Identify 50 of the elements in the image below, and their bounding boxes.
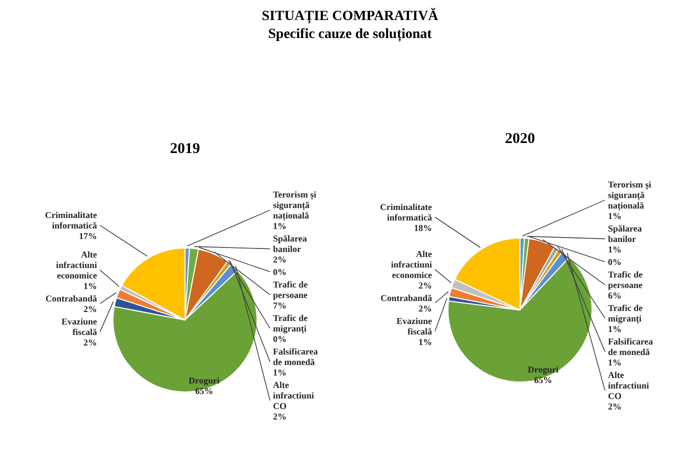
data-label: 1% [608,324,622,334]
data-label: 2% [418,280,432,290]
slice-label: Contrabandă [380,292,432,303]
text: 0% [608,256,622,267]
data-label: 1% [84,280,97,291]
text: 2019 [170,141,200,157]
text: SITUAȚIE COMPARATIVĂ [262,7,440,24]
slice-label: Criminalitate informatică [45,210,98,230]
data-label: 2% [84,337,97,348]
data-label: 1% [273,367,286,378]
slice-label: Terorism și siguranță națională [273,189,317,222]
data-label: 1% [418,336,432,347]
data-label: 18% [414,222,432,233]
slice-label: Droguri [528,364,560,374]
slice-label: Droguri [188,376,220,386]
data-label: 6% [608,290,622,300]
text: 0% [273,334,286,344]
category-label: Trafic de migranți [273,312,308,334]
slice-label: Alte infractiuni economice [390,248,432,280]
data-label: 17% [79,230,97,241]
slice-label: Spălarea banilor [273,233,308,254]
data-label: 2% [273,254,286,264]
data-label: 2% [273,411,286,422]
slice-label: Contrabandă [45,293,98,304]
data-label: 1% [608,357,622,368]
text: Specific cauze de soluționat [268,27,432,42]
slice-label: Criminalitate informatică [380,202,432,222]
slice-label: Spălarea banilor [608,223,642,244]
slice-label: Alte infractiuni economice [56,249,98,280]
data-label: 2% [84,304,97,314]
slice-label: Terorism și siguranță națională [608,179,652,212]
slice-label: Alte infractiuni CO [608,370,650,401]
slice-label: Falsificarea de monedă [608,336,654,357]
slice-label: Trafic de persoane [608,269,643,290]
data-label: 1% [608,210,622,221]
data-label: 1% [608,244,622,254]
slice-label: Trafic de persoane [273,279,308,300]
data-label: 2% [418,303,432,314]
data-label: 1% [273,220,286,231]
data-label: 65% [195,386,214,396]
data-label: 65% [534,374,552,385]
text: 2020 [505,131,535,147]
text: 0% [273,266,286,277]
slice-label: Trafic de migranți [608,302,643,324]
slice-label: Evaziune fiscală [61,316,98,337]
slice-label: Alte infractiuni CO [273,380,314,411]
data-label: 7% [273,300,286,310]
data-label: 2% [608,401,622,412]
slice-label: Evaziune fiscală [396,316,432,336]
slice-label: Falsificarea de monedă [273,346,318,367]
